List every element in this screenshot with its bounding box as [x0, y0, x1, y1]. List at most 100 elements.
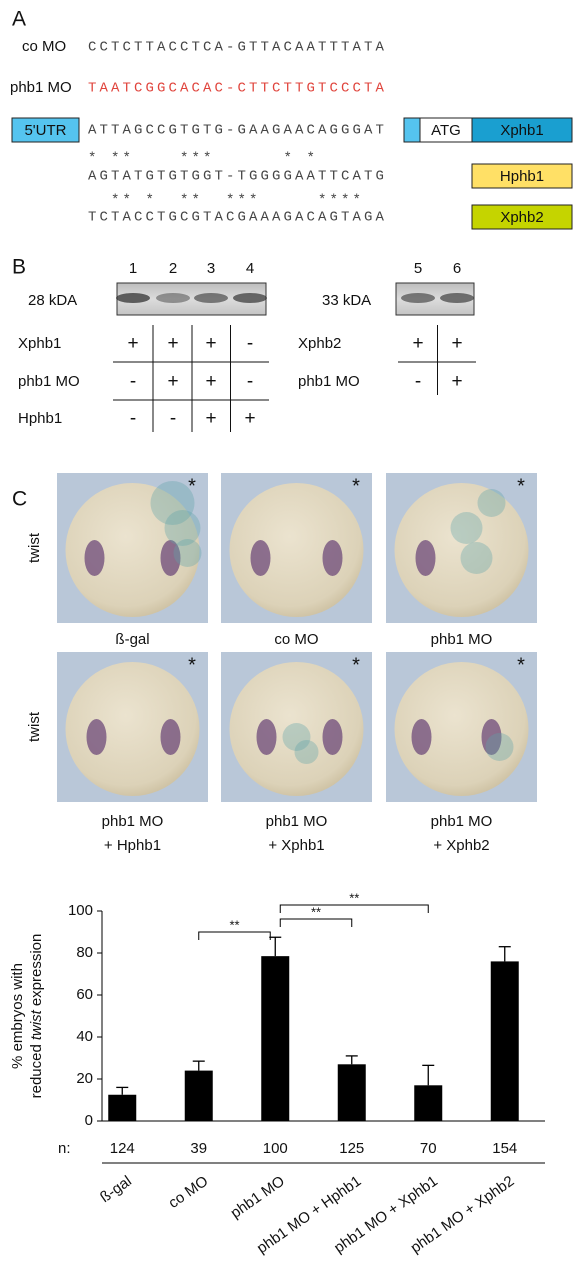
n-count: 124 — [110, 1140, 135, 1157]
blot-size: 33 kDA — [322, 292, 371, 309]
significance-label: ** — [229, 917, 239, 932]
morpholino-name: co MO — [22, 38, 66, 55]
gene-label: Xphb1 — [500, 122, 543, 139]
gene-box — [471, 204, 573, 230]
embryo — [394, 483, 529, 617]
n-count: 70 — [420, 1140, 437, 1157]
significance-label: ** — [349, 890, 359, 905]
gene-box — [471, 117, 573, 143]
conservation: * ** *** * * — [88, 151, 318, 167]
y-axis-label-part: expression — [28, 934, 45, 1007]
sign: + — [205, 333, 216, 354]
sign: + — [127, 333, 138, 354]
bar — [184, 1070, 213, 1121]
y-tick-label: 80 — [76, 944, 93, 961]
y-axis-label-part: reduced — [28, 1044, 45, 1098]
sign: - — [247, 333, 253, 354]
n-count: 154 — [492, 1140, 517, 1157]
sign: - — [130, 371, 136, 392]
row-label: Hphb1 — [18, 410, 62, 427]
sequence: TCTACCTGCGTACGAAAGACAGTAGA — [88, 210, 387, 226]
sign: - — [415, 371, 421, 392]
marker: * — [517, 475, 525, 497]
row-label: Xphb2 — [298, 335, 341, 352]
lane-number: 2 — [169, 260, 177, 277]
twist-stain — [256, 719, 277, 755]
morpholino-name: phb1 MO — [10, 79, 72, 96]
sign: + — [167, 333, 178, 354]
blot-band — [401, 293, 435, 303]
bar — [337, 1064, 366, 1121]
n-count: 100 — [263, 1140, 288, 1157]
sign: - — [247, 371, 253, 392]
lacz-stain — [294, 740, 319, 764]
lacz-stain — [477, 489, 506, 517]
marker: * — [188, 475, 196, 497]
lacz-stain — [450, 512, 483, 544]
lane-number: 3 — [207, 260, 215, 277]
lacz-stain — [485, 733, 514, 761]
twist-stain — [322, 540, 343, 576]
n-count: 125 — [339, 1140, 364, 1157]
sequence: CCTCTTACCTCA-GTTACAATTTATA — [88, 40, 387, 56]
lane-number: 5 — [414, 260, 422, 277]
sign: - — [130, 408, 136, 429]
sequence: TAATCGGCACAC-CTTCTTGTCCCTA — [88, 81, 387, 97]
marker: * — [352, 475, 360, 497]
embryo — [65, 662, 200, 796]
n-count: 39 — [190, 1140, 207, 1157]
y-tick-label: 60 — [76, 986, 93, 1003]
x-tick-label: ß-gal — [97, 1173, 135, 1207]
significance-bracket — [279, 904, 429, 913]
marker: * — [517, 654, 525, 676]
atg-box — [419, 117, 473, 143]
blot-size: 28 kDA — [28, 292, 77, 309]
lane-number: 6 — [453, 260, 461, 277]
image-caption: + Xphb2 — [433, 837, 489, 854]
embryo — [229, 483, 364, 617]
lacz-stain — [173, 539, 202, 567]
significance-label: ** — [311, 904, 321, 919]
twist-stain — [411, 719, 432, 755]
row-label: twist — [26, 532, 43, 563]
bar — [108, 1094, 137, 1121]
y-tick-label: 40 — [76, 1028, 93, 1045]
gene-label: Xphb2 — [500, 209, 543, 226]
y-axis-label: % embryos with — [9, 963, 26, 1069]
panel-label: A — [12, 8, 26, 31]
y-axis-label: reduced twist expression — [28, 934, 45, 1099]
utr-box — [403, 117, 421, 143]
bar — [414, 1085, 443, 1121]
significance-bracket — [279, 918, 353, 927]
lacz-stain — [460, 542, 493, 574]
marker: * — [188, 654, 196, 676]
sign: + — [412, 333, 423, 354]
image-caption: phb1 MO — [431, 813, 493, 830]
blot-band — [156, 293, 190, 303]
twist-stain — [481, 719, 502, 755]
utr-label: 5'UTR — [24, 122, 66, 139]
twist-stain — [415, 540, 436, 576]
image-caption: phb1 MO — [102, 813, 164, 830]
sign: + — [205, 408, 216, 429]
lane-number: 1 — [129, 260, 137, 277]
utr-box — [11, 117, 80, 143]
sequence: ATTAGCCGTGTG-GAAGAACAGGGAT — [88, 123, 387, 139]
sequence: AGTATGTGTGGT-TGGGGAATTCATG — [88, 169, 387, 185]
embryo — [65, 483, 200, 617]
twist-stain — [160, 540, 181, 576]
blot-band — [233, 293, 267, 303]
lacz-stain — [282, 723, 311, 751]
lacz-stain — [164, 510, 201, 546]
image-caption: phb1 MO — [431, 631, 493, 648]
sign: + — [451, 333, 462, 354]
significance-bracket — [198, 931, 271, 940]
lacz-stain — [150, 481, 195, 525]
twist-stain — [322, 719, 343, 755]
y-tick-label: 100 — [68, 902, 93, 919]
blot-band — [440, 293, 474, 303]
gene-box — [471, 163, 573, 189]
blot-band — [194, 293, 228, 303]
row-label: phb1 MO — [18, 373, 80, 390]
